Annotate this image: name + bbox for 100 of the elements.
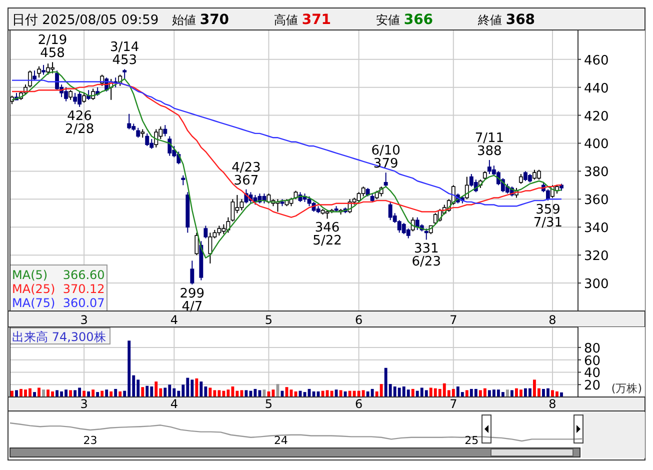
candlestick	[28, 70, 32, 88]
bar	[465, 390, 468, 397]
annotation: 299 4/7	[180, 286, 205, 314]
bar	[10, 390, 14, 397]
candlestick	[163, 124, 168, 137]
candlestick	[307, 196, 312, 207]
y-axis-title: (万株)	[611, 382, 642, 395]
x-tick-label: 3	[80, 397, 88, 411]
bar	[69, 390, 72, 397]
x-tick-label: 5	[264, 313, 273, 327]
x-tick-label: 7	[450, 397, 458, 411]
x-tick-label: 8	[548, 313, 556, 327]
bar	[519, 390, 522, 397]
candlestick	[230, 198, 235, 222]
bar	[154, 382, 158, 397]
bar	[244, 390, 248, 397]
candlestick	[406, 228, 410, 239]
bar	[411, 388, 414, 397]
bar	[344, 391, 347, 397]
chart-title: 出来高 74,300株	[12, 330, 106, 344]
annotation: 426 2/28	[64, 108, 94, 137]
bar	[114, 388, 118, 397]
candlestick	[68, 90, 73, 100]
y-tick-label: 360	[584, 193, 609, 208]
bar	[92, 390, 95, 397]
bar	[87, 391, 90, 397]
y-tick-label: 420	[584, 109, 609, 124]
candlestick	[204, 225, 208, 239]
bar	[200, 382, 203, 397]
bar	[195, 378, 198, 397]
candlestick	[136, 127, 140, 138]
bar	[339, 390, 342, 397]
bar	[474, 388, 478, 397]
candlestick	[424, 228, 428, 240]
bar	[370, 388, 374, 397]
candlestick	[127, 113, 132, 130]
bar	[105, 390, 108, 397]
annotation: 4/23 367	[232, 160, 261, 188]
candlestick	[154, 128, 158, 148]
candlestick	[82, 92, 86, 104]
bar	[510, 390, 514, 397]
candlestick	[168, 136, 172, 156]
bar	[15, 390, 18, 397]
bar	[56, 390, 59, 397]
x-tick-label: 6	[354, 397, 363, 411]
bar	[82, 390, 86, 397]
x-tick-label: 25	[464, 434, 479, 447]
y-tick-label: 80	[584, 341, 601, 356]
bar	[164, 388, 167, 397]
y-tick-label: 20	[584, 378, 601, 394]
x-tick-label: 24	[274, 434, 288, 447]
candlestick	[384, 172, 388, 188]
y-tick-label: 380	[584, 165, 609, 180]
candlestick	[194, 232, 199, 256]
bar	[141, 387, 144, 397]
annotation: 2/19 458	[38, 33, 68, 62]
bar	[42, 390, 45, 397]
bar	[452, 388, 455, 397]
bar	[33, 392, 36, 397]
x-tick-label: 3	[80, 313, 88, 327]
bar	[100, 390, 104, 397]
y-tick-label: 320	[584, 249, 609, 264]
bar	[110, 391, 113, 397]
bar	[406, 390, 410, 397]
annotation: 331 6/23	[412, 242, 441, 270]
annotation: 3/14 453	[110, 40, 140, 68]
candlestick	[190, 260, 194, 285]
annotation: 7/11 388	[474, 131, 504, 160]
x-tick-label: 4	[170, 397, 178, 411]
annotation: 346 5/22	[312, 220, 342, 249]
bar	[38, 388, 40, 397]
candlestick	[46, 63, 50, 76]
x-tick-label: 4	[170, 313, 178, 327]
candlestick	[145, 132, 150, 147]
bar	[146, 386, 149, 397]
candlestick	[361, 186, 366, 197]
bar	[506, 390, 509, 397]
candlestick	[37, 66, 41, 78]
y-tick-label: 300	[584, 277, 609, 292]
bar	[380, 384, 383, 397]
annotation: 359 7/31	[533, 202, 563, 231]
bar	[96, 392, 100, 397]
chart-title: 日付 2025/08/05 09:59	[12, 13, 159, 28]
bar	[334, 390, 338, 397]
x-tick-label: 23	[83, 434, 98, 447]
y-tick-label: 440	[584, 81, 609, 96]
bar	[330, 390, 334, 397]
title: 出来高 74,300株	[10, 328, 110, 344]
candlestick	[42, 64, 46, 76]
x-tick-label: 8	[548, 397, 556, 411]
x-tick-label: 7	[450, 313, 458, 327]
bar	[208, 388, 212, 397]
annotation: 6/10 379	[371, 144, 400, 172]
legend: MA(5) 366.60 MA(25) 370.12 MA(75) 360.07	[10, 264, 108, 312]
y-tick-label: 460	[584, 53, 609, 68]
bar	[74, 390, 77, 397]
y-tick-label: 400	[584, 137, 609, 152]
candlestick	[181, 174, 186, 186]
y-tick-label: 60	[584, 354, 601, 369]
bar	[501, 392, 504, 397]
